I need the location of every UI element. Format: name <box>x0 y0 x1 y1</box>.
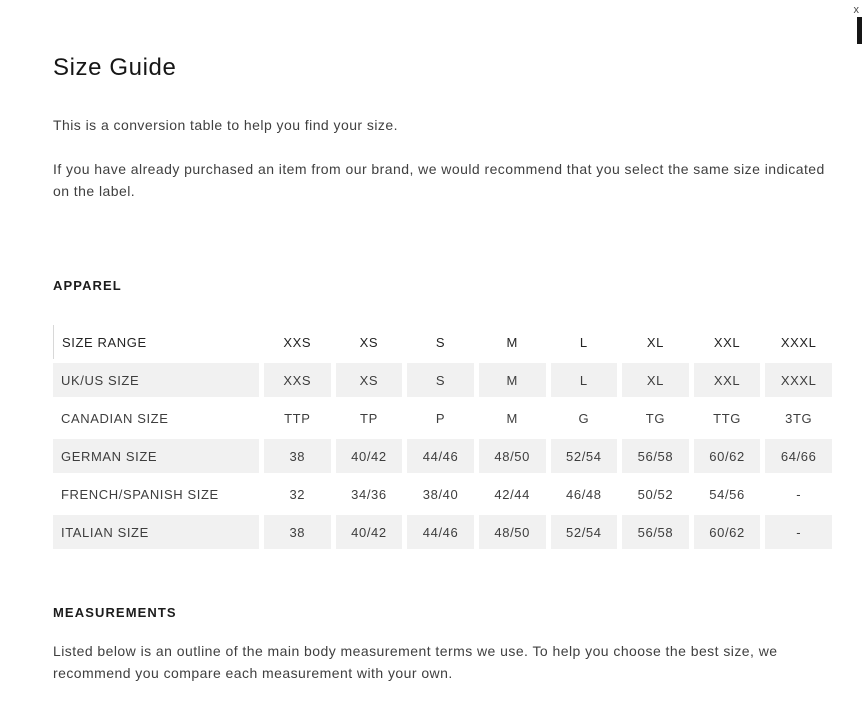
table-header-cell: XXXL <box>780 334 817 350</box>
table-row-label: UK/US SIZE <box>53 363 259 397</box>
table-cell: XXXL <box>765 363 832 397</box>
table-row-label: CANADIAN SIZE <box>61 410 169 426</box>
size-guide-page: Size Guide This is a conversion table to… <box>53 54 832 681</box>
size-conversion-table: SIZE RANGE XXS XS S M L XL XXL XXXL UK/US SIZE XXS… <box>53 325 832 549</box>
table-cell: 52/54 <box>550 439 618 473</box>
table-cell: M <box>506 410 518 426</box>
table-cell: 3TG <box>785 410 813 426</box>
table-cell: TTG <box>713 410 741 426</box>
table-row-label: ITALIAN SIZE <box>53 515 259 549</box>
table-header-cell: XXL <box>713 334 741 350</box>
table-header-cell: XS <box>359 334 379 350</box>
table-cell: XS <box>335 363 403 397</box>
table-row: ITALIAN SIZE 38 40/42 44/46 48/50 52/54 56/58 6… <box>53 515 832 549</box>
table-header-cell: M <box>506 334 518 350</box>
table-cell: M <box>478 363 546 397</box>
table-cell: TTP <box>284 410 311 426</box>
table-row: FRENCH/SPANISH SIZE 32 34/36 38/40 42/44 46/4… <box>53 477 832 511</box>
table-cell: G <box>578 410 590 426</box>
measurements-description: Listed below is an outline of the main b… <box>53 643 778 681</box>
table-cell: 44/46 <box>407 515 474 549</box>
table-header-cell: S <box>435 334 446 350</box>
close-icon[interactable]: x <box>853 4 860 16</box>
table-cell: 44/46 <box>407 439 474 473</box>
table-row: UK/US SIZE XXS XS S M L XL XXL XXXL <box>53 363 832 397</box>
table-row: GERMAN SIZE 38 40/42 44/46 48/50 52/54 56/58 60… <box>53 439 832 473</box>
table-cell: XL <box>622 363 689 397</box>
table-cell: 42/44 <box>494 486 530 502</box>
table-cell: 40/42 <box>335 515 403 549</box>
table-cell: 34/36 <box>351 486 387 502</box>
table-cell: 50/52 <box>637 486 674 502</box>
table-row-label: GERMAN SIZE <box>53 439 259 473</box>
table-row: CANADIAN SIZE TTP TP P M G TG TTG 3TG <box>53 401 832 435</box>
table-cell: 32 <box>289 486 306 502</box>
table-header-cell: L <box>579 334 588 350</box>
table-cell: 46/48 <box>566 486 602 502</box>
table-cell: L <box>550 363 618 397</box>
apparel-heading: APPAREL <box>53 278 122 293</box>
table-header-label: SIZE RANGE <box>53 325 259 359</box>
table-cell: 38 <box>264 439 331 473</box>
table-cell: 56/58 <box>622 515 689 549</box>
scrollbar-thumb[interactable] <box>857 17 862 44</box>
table-header-cell: XL <box>646 334 664 350</box>
table-cell: TP <box>360 410 378 426</box>
table-cell: 40/42 <box>335 439 403 473</box>
table-cell: - <box>796 486 802 502</box>
table-cell: 64/66 <box>765 439 832 473</box>
table-header-cell: XXS <box>283 334 312 350</box>
table-cell: 38/40 <box>422 486 459 502</box>
table-cell: XXL <box>693 363 761 397</box>
table-cell: XXS <box>264 363 331 397</box>
table-cell: 60/62 <box>693 439 761 473</box>
table-cell: TG <box>645 410 666 426</box>
purchase-note-text: If you have already purchased an item fr… <box>53 161 825 199</box>
page-title: Size Guide <box>53 54 177 81</box>
measurements-heading: MEASUREMENTS <box>53 605 177 620</box>
table-cell: - <box>765 515 832 549</box>
table-cell: 56/58 <box>622 439 689 473</box>
intro-text: This is a conversion table to help you f… <box>53 117 398 133</box>
table-cell: 52/54 <box>550 515 618 549</box>
table-cell: 60/62 <box>693 515 761 549</box>
table-cell: 54/56 <box>709 486 745 502</box>
table-cell: P <box>435 410 446 426</box>
table-row-label: FRENCH/SPANISH SIZE <box>61 486 219 502</box>
table-cell: 48/50 <box>478 439 546 473</box>
table-cell: 38 <box>264 515 331 549</box>
table-cell: 48/50 <box>478 515 546 549</box>
table-cell: S <box>407 363 474 397</box>
table-header-row: SIZE RANGE XXS XS S M L XL XXL XXXL <box>53 325 832 359</box>
